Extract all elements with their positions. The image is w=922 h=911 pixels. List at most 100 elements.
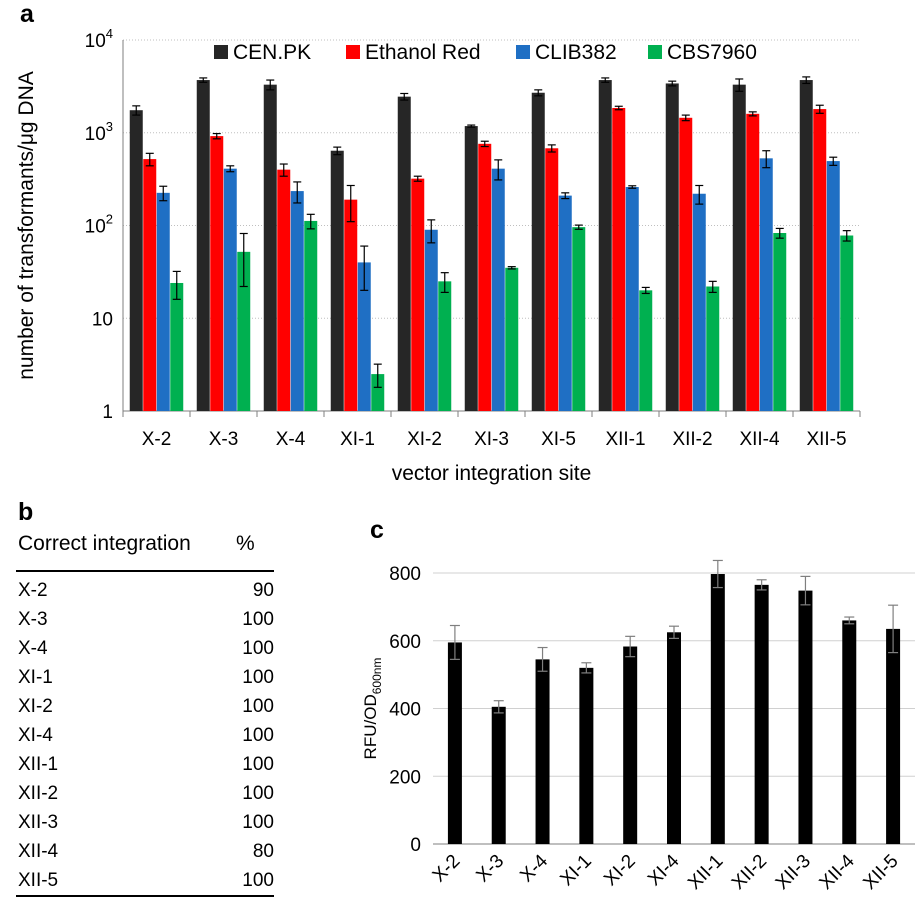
bar-clib382 (759, 158, 773, 411)
x-tick-label: XI-1 (340, 429, 375, 450)
y-tick-label: 600 (389, 632, 421, 653)
bar (798, 590, 813, 844)
table-cell-value: 100 (242, 812, 274, 833)
bar-clib382 (424, 229, 438, 411)
table-row: XII-5 100 (16, 866, 274, 895)
x-tick-label: XI-4 (644, 850, 684, 890)
bar-cen-pk (129, 110, 143, 411)
bar-ethanol-red (813, 109, 827, 411)
table-cell-site: XII-2 (18, 783, 59, 804)
bar-ethanol-red (478, 143, 492, 411)
legend-swatch (346, 45, 360, 59)
bar-cbs7960 (840, 235, 854, 411)
y-tick-label: 1 (102, 402, 113, 423)
y-tick-label: 10 (92, 309, 113, 330)
bar (667, 632, 681, 844)
x-tick-label: XII-3 (772, 851, 815, 894)
table-header: Correct integration % (16, 524, 274, 572)
bar-clib382 (692, 193, 706, 411)
table-cell-site: XII-4 (18, 841, 59, 862)
bar (623, 646, 638, 844)
bar-ethanol-red (277, 169, 291, 411)
x-tick-label: X-3 (472, 851, 508, 887)
bar-cbs7960 (706, 286, 720, 411)
x-tick-label: XII-5 (859, 851, 902, 894)
table-header-label: Correct integration (18, 532, 191, 555)
table-cell-value: 80 (252, 841, 274, 862)
table-body: X-2 90 X-3 100 X-4 100 XI-1 100 XI-2 100 XI-4 100 XI… (16, 572, 274, 897)
legend-swatch (516, 45, 530, 59)
x-axis-title: vector integration site (392, 462, 592, 485)
table-row: X-4 100 (16, 634, 274, 663)
table-cell-value: 90 (252, 580, 274, 601)
bar (842, 620, 857, 844)
bar (491, 706, 506, 844)
table-cell-value: 100 (242, 696, 274, 717)
y-tick-label: 102 (85, 212, 113, 238)
chart-a: 1 10 102 103 104 X-2 X-3 X-4 XI-1 XI-2 XI-3 XI-5 XII… (15, 26, 861, 485)
bar-cbs7960 (170, 282, 184, 411)
table-row: XII-1 100 (16, 750, 274, 779)
x-tick-label: XII-5 (806, 429, 846, 450)
bar-cbs7960 (773, 233, 787, 411)
x-tick-label: XII-2 (728, 851, 771, 894)
bar-cen-pk (799, 80, 813, 412)
bar-cen-pk (330, 150, 344, 411)
table-cell-value: 100 (242, 609, 274, 630)
bar-cen-pk (196, 80, 210, 412)
bar-cen-pk (665, 83, 679, 412)
bar-cen-pk (598, 80, 612, 412)
x-tick-label: X-2 (142, 429, 172, 450)
bar-cbs7960 (371, 374, 385, 411)
x-tick-label: XI-2 (600, 851, 639, 890)
bar-ethanol-red (344, 199, 358, 411)
bar-cbs7960 (304, 220, 318, 411)
table-cell-site: XI-2 (18, 696, 53, 717)
bar-cen-pk (732, 84, 746, 411)
table-cell-site: XI-4 (18, 725, 53, 746)
y-tick-label: 200 (389, 767, 421, 788)
legend-label: CLIB382 (535, 41, 617, 64)
table-cell-site: XII-5 (18, 870, 59, 891)
legend-swatch (648, 45, 662, 59)
bar-ethanol-red (411, 178, 425, 411)
x-tick-label: XII-4 (739, 429, 780, 450)
table-cell-site: X-3 (18, 609, 48, 630)
x-tick-label: X-3 (209, 429, 239, 450)
bar-cbs7960 (572, 227, 586, 411)
panel-label-b: b (18, 498, 34, 526)
table-row: XI-1 100 (16, 663, 274, 692)
table-row: XI-2 100 (16, 692, 274, 721)
bar-ethanol-red (545, 148, 559, 412)
table-cell-value: 100 (242, 870, 274, 891)
x-tick-label: XII-2 (672, 429, 712, 450)
table-row: XII-4 80 (16, 837, 274, 866)
bar (579, 667, 594, 844)
bar-ethanol-red (210, 136, 224, 411)
table-cell-value: 100 (242, 783, 274, 804)
bar (710, 574, 725, 844)
bar-clib382 (156, 192, 170, 411)
bar-clib382 (223, 168, 237, 411)
x-tick-label: XII-1 (605, 429, 645, 450)
legend-label: Ethanol Red (365, 41, 481, 64)
y-axis-title: RFU/OD600nm (361, 658, 384, 760)
table-row: X-2 90 (16, 576, 274, 605)
bar (886, 628, 901, 844)
panel-label-c: c (370, 516, 384, 544)
bar (535, 659, 550, 844)
x-tick-label: X-2 (429, 851, 465, 887)
table-header-unit: % (236, 532, 255, 555)
table-cell-value: 100 (242, 667, 274, 688)
bar-cbs7960 (639, 290, 653, 411)
bar-clib382 (357, 262, 371, 411)
bar (447, 642, 462, 844)
table-row: XII-3 100 (16, 808, 274, 837)
table-cell-value: 100 (242, 754, 274, 775)
legend-label: CEN.PK (233, 41, 311, 64)
panel-label-a: a (20, 0, 34, 28)
x-tick-label: XI-3 (474, 429, 509, 450)
bar-cen-pk (397, 96, 411, 411)
